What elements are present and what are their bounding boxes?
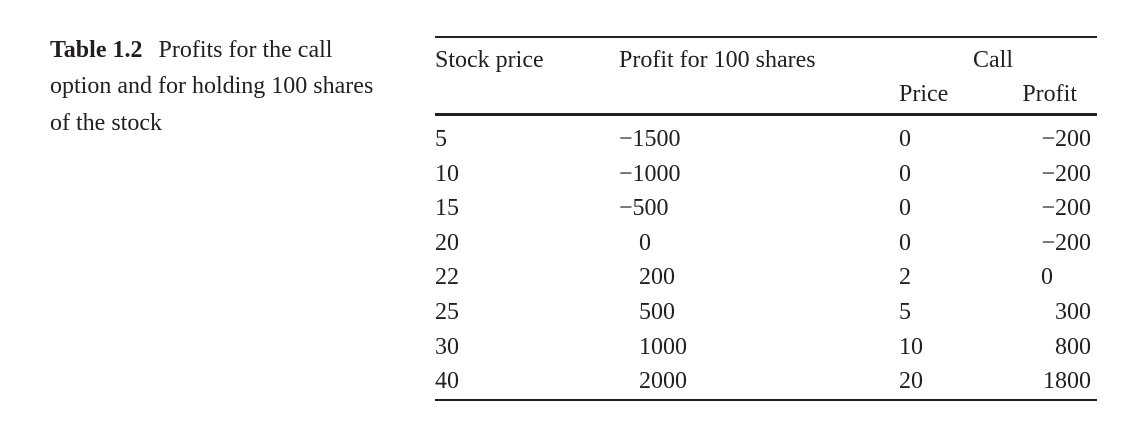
- cell-call-price: 10: [899, 334, 923, 360]
- cell-call-price: 20: [899, 368, 923, 394]
- cell-call-price: 2: [899, 264, 911, 290]
- cell-profit-shares: −1000: [619, 161, 681, 187]
- header-call-profit: Profit: [1022, 81, 1077, 107]
- cell-stock-price: 30: [435, 334, 459, 360]
- cell-call-profit: −200: [1041, 126, 1091, 152]
- cell-stock-price: 20: [435, 230, 459, 256]
- profit-table: Stock price Profit for 100 shares Call P…: [435, 36, 1097, 401]
- cell-stock-price: 40: [435, 368, 459, 394]
- caption-text: Profits for the call option and for hold…: [50, 37, 374, 136]
- cell-profit-shares: −500: [619, 195, 669, 221]
- cell-stock-price: 10: [435, 161, 459, 187]
- cell-stock-price: 25: [435, 299, 459, 325]
- cell-stock-price: 15: [435, 195, 459, 221]
- cell-call-profit: 0: [1041, 264, 1053, 290]
- cell-call-profit: −200: [1041, 161, 1091, 187]
- cell-stock-price: 22: [435, 264, 459, 290]
- cell-profit-shares: −1500: [619, 126, 681, 152]
- cell-profit-shares: 2000: [639, 368, 687, 394]
- header-profit-shares: Profit for 100 shares: [619, 47, 816, 73]
- cell-call-profit: −200: [1041, 230, 1091, 256]
- cell-profit-shares: 0: [639, 230, 651, 256]
- header-stock-price: Stock price: [435, 47, 544, 73]
- cell-call-price: 5: [899, 299, 911, 325]
- cell-call-price: 0: [899, 126, 911, 152]
- cell-call-price: 0: [899, 230, 911, 256]
- cell-call-profit: 1800: [1043, 368, 1091, 394]
- cell-call-price: 0: [899, 195, 911, 221]
- cell-call-profit: −200: [1041, 195, 1091, 221]
- table-caption: Table 1.2 Profits for the call option and…: [50, 32, 380, 141]
- table-bottom-rule: [435, 399, 1097, 401]
- header-call-price: Price: [899, 81, 949, 107]
- cell-call-profit: 800: [1055, 334, 1091, 360]
- cell-profit-shares: 1000: [639, 334, 687, 360]
- table-top-rule: [435, 36, 1097, 38]
- cell-profit-shares: 200: [639, 264, 675, 290]
- cell-stock-price: 5: [435, 126, 447, 152]
- table-header-rule: [435, 113, 1097, 116]
- cell-call-price: 0: [899, 161, 911, 187]
- cell-call-profit: 300: [1055, 299, 1091, 325]
- table-number: Table 1.2: [50, 37, 143, 63]
- header-call-group: Call: [973, 47, 1013, 73]
- cell-profit-shares: 500: [639, 299, 675, 325]
